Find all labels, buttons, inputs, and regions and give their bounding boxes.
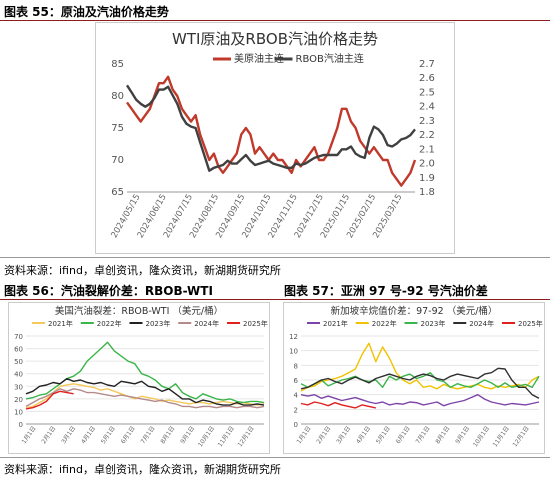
- y-tick-label: 12: [289, 333, 298, 341]
- legend-label-1: 2022年: [97, 319, 122, 328]
- figure-57-caption: 图表 57：亚洲 97 号-92 号汽油价差: [284, 284, 488, 298]
- legend-label-4: 2025年: [518, 319, 543, 328]
- series-line-0: [300, 393, 540, 407]
- series-line-2: [300, 371, 540, 389]
- chart-frame: [95, 22, 455, 254]
- y2-tick-label: 2.3: [419, 116, 435, 127]
- rbob-wti-crack-chart: 美国汽油裂差：RBOB-WTI （美元/桶）2021年 2022年 2023年 202…: [8, 302, 270, 454]
- legend-label-3: 2024年: [194, 319, 219, 328]
- legend-label-2: 2023年: [421, 319, 446, 328]
- y-tick-label: 40: [14, 371, 23, 379]
- y-tick-label: 70: [111, 155, 124, 166]
- chart-title: 美国汽油裂差：RBOB-WTI （美元/桶）: [55, 305, 223, 317]
- y-tick-label: 85: [111, 59, 124, 70]
- source-divider: [0, 257, 550, 258]
- y-tick-label: 0: [294, 421, 298, 429]
- y2-tick-label: 1.9: [419, 173, 435, 184]
- y-tick-label: 30: [14, 383, 23, 391]
- series-line-3: [300, 367, 540, 399]
- y2-tick-label: 1.8: [419, 187, 435, 198]
- y-tick-label: 60: [14, 346, 23, 354]
- y-tick-label: 65: [111, 187, 124, 198]
- source-divider-2: [0, 457, 550, 458]
- legend-label-4: 2025年: [243, 319, 268, 328]
- y2-tick-label: 2.4: [419, 102, 435, 113]
- y-tick-label: 8: [294, 362, 298, 370]
- figure-56-caption: 图表 56：汽油裂解价差：RBOB-WTI: [4, 284, 213, 298]
- y-tick-label: 10: [289, 348, 298, 356]
- chart-title: WTI原油及RBOB汽油价格走势: [172, 30, 378, 48]
- y-tick-label: 50: [14, 358, 23, 366]
- figure-55-caption: 图表 55：原油及汽油价格走势: [4, 5, 169, 19]
- series-line-1: [125, 84, 416, 172]
- series-line-2: [25, 377, 265, 406]
- source-note-2: 资料来源：ifind，卓创资讯，隆众资讯，新湖期货研究所: [4, 463, 281, 476]
- legend-label-0: 2021年: [48, 319, 73, 328]
- y-tick-label: 0: [19, 421, 23, 429]
- legend-label-0: 美原油主连: [234, 52, 284, 65]
- source-note: 资料来源：ifind，卓创资讯，隆众资讯，新湖期货研究所: [4, 264, 281, 277]
- y2-tick-label: 2.7: [419, 59, 435, 70]
- asia-97-92-spread-chart: 新加坡辛烷值价差：97-92 （美元/桶） 2021年 2022年 2023年 2024…: [283, 302, 545, 454]
- legend-label-1: 2022年: [372, 319, 397, 328]
- y-tick-label: 4: [294, 392, 299, 400]
- chart-frame: [8, 302, 270, 454]
- y-tick-label: 70: [14, 333, 23, 341]
- y2-tick-label: 2.1: [419, 144, 435, 155]
- y-tick-label: 10: [14, 408, 23, 416]
- legend-label-2: 2023年: [146, 319, 171, 328]
- y-tick-label: 75: [111, 123, 124, 134]
- y2-tick-label: 2.5: [419, 87, 435, 98]
- y-tick-label: 80: [111, 91, 124, 102]
- legend-label-1: RBOB汽油主连: [296, 52, 364, 65]
- figure-56-57-header: 图表 56：汽油裂解价差：RBOB-WTI 图表 57：亚洲 97 号-92 号…: [0, 279, 550, 300]
- legend-label-3: 2024年: [469, 319, 494, 328]
- y-tick-label: 6: [294, 377, 299, 385]
- series-line-3: [25, 388, 265, 409]
- y-tick-label: 20: [14, 396, 23, 404]
- series-line-4: [300, 401, 376, 409]
- y2-tick-label: 2.0: [419, 159, 435, 170]
- y2-tick-label: 2.2: [419, 130, 435, 141]
- figure-55-header: 图表 55：原油及汽油价格走势: [0, 0, 550, 21]
- series-line-0: [25, 383, 265, 409]
- y-tick-label: 2: [294, 406, 298, 414]
- y2-tick-label: 2.6: [419, 73, 435, 84]
- chart-title: 新加坡辛烷值价差：97-92 （美元/桶）: [331, 305, 498, 317]
- series-line-4: [25, 390, 74, 410]
- legend-label-0: 2021年: [323, 319, 348, 328]
